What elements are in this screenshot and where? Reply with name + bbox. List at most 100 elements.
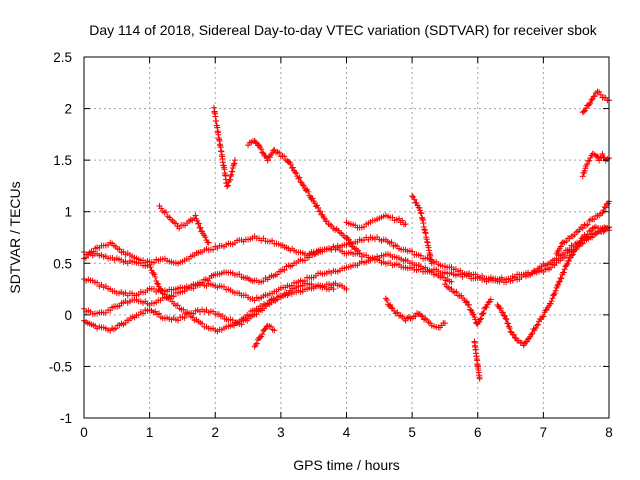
- data-point: [499, 309, 506, 316]
- data-point: [297, 178, 304, 185]
- data-point: [558, 275, 565, 282]
- data-point: [480, 310, 487, 317]
- data-point: [584, 231, 591, 238]
- data-point: [388, 304, 395, 311]
- data-point: [417, 209, 424, 216]
- data-point: [409, 193, 416, 200]
- data-point: [576, 239, 583, 246]
- data-point: [485, 299, 492, 306]
- x-tick-label: 5: [408, 425, 416, 440]
- data-point: [151, 271, 158, 278]
- data-point: [441, 320, 448, 327]
- data-point: [197, 224, 204, 231]
- data-point: [466, 301, 472, 308]
- data-point: [600, 228, 607, 235]
- data-point: [477, 316, 484, 323]
- data-point: [383, 297, 390, 304]
- chart-title: Day 114 of 2018, Sidereal Day-to-day VTE…: [89, 22, 598, 38]
- data-point: [580, 108, 587, 115]
- data-point: [176, 225, 183, 232]
- data-point: [599, 209, 606, 216]
- data-point: [151, 259, 157, 266]
- data-point: [157, 286, 164, 293]
- data-point: [170, 293, 177, 300]
- data-point: [192, 212, 199, 219]
- data-point: [586, 101, 593, 108]
- data-point: [526, 335, 533, 342]
- data-point: [202, 234, 209, 241]
- data-point: [599, 150, 606, 157]
- data-point: [591, 93, 598, 100]
- data-point: [548, 298, 555, 305]
- data-point: [585, 158, 592, 165]
- data-point: [502, 315, 509, 322]
- data-point: [163, 209, 170, 216]
- data-point: [199, 320, 206, 327]
- data-point: [483, 304, 490, 311]
- x-axis-label: GPS time / hours: [293, 457, 400, 473]
- x-tick-label: 1: [146, 425, 154, 440]
- data-point: [396, 215, 402, 222]
- y-tick-label: 1: [64, 205, 72, 220]
- y-tick-label: 1.5: [53, 153, 72, 168]
- data-point: [227, 176, 234, 183]
- data-point: [557, 243, 564, 250]
- data-points: [81, 88, 612, 382]
- y-tick-label: -0.5: [49, 359, 72, 374]
- data-point: [579, 225, 586, 232]
- data-point: [347, 240, 354, 247]
- data-point: [569, 251, 576, 258]
- data-point: [300, 182, 307, 189]
- data-point: [498, 309, 505, 316]
- data-point: [296, 174, 303, 181]
- data-point: [224, 183, 231, 190]
- data-point: [469, 311, 476, 318]
- data-point: [561, 266, 568, 273]
- data-point: [315, 204, 322, 211]
- data-point: [151, 285, 157, 292]
- x-tick-label: 0: [80, 425, 88, 440]
- y-axis-label: SDTVAR / TECUs: [7, 181, 23, 293]
- data-point: [562, 252, 569, 259]
- data-point: [253, 340, 260, 347]
- data-point: [409, 248, 416, 255]
- data-point: [259, 149, 266, 156]
- data-point: [276, 149, 283, 156]
- data-point: [547, 264, 554, 271]
- data-point: [581, 167, 588, 174]
- data-point: [260, 278, 267, 285]
- y-tick-label: -1: [60, 411, 72, 426]
- data-point: [602, 204, 609, 211]
- data-point: [549, 295, 556, 302]
- data-point: [116, 246, 123, 253]
- data-point: [210, 246, 217, 253]
- data-point: [281, 153, 288, 160]
- data-point: [528, 331, 535, 338]
- data-point: [505, 323, 512, 330]
- data-point: [579, 173, 586, 180]
- data-point: [299, 181, 306, 188]
- data-point: [271, 327, 278, 334]
- data-point: [583, 105, 590, 112]
- data-point: [510, 331, 517, 338]
- data-point: [418, 210, 425, 217]
- data-point: [505, 320, 512, 327]
- data-point: [195, 220, 202, 227]
- data-point: [428, 260, 435, 267]
- data-point: [564, 261, 571, 268]
- data-point: [175, 317, 182, 324]
- data-point: [448, 278, 455, 285]
- data-point: [174, 302, 181, 309]
- x-tick-label: 4: [343, 425, 351, 440]
- data-point: [258, 146, 265, 153]
- data-point: [506, 325, 513, 332]
- data-point: [323, 218, 330, 225]
- data-point: [587, 100, 594, 107]
- data-point: [224, 182, 231, 189]
- data-point: [330, 286, 337, 293]
- data-point: [586, 157, 593, 164]
- y-tick-label: 2.5: [53, 50, 72, 65]
- data-point: [309, 195, 316, 202]
- data-point: [156, 310, 162, 317]
